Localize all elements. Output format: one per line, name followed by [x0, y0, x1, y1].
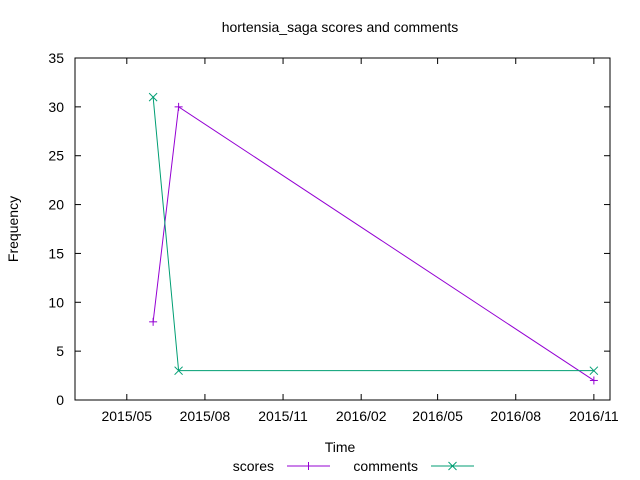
x-tick-label: 2015/05	[101, 408, 152, 424]
x-axis-label: Time	[325, 439, 356, 455]
chart-title: hortensia_saga scores and comments	[222, 19, 459, 35]
y-axis-label: Frequency	[5, 196, 21, 262]
x-tick-label: 2015/08	[180, 408, 231, 424]
y-tick-label: 25	[48, 148, 64, 164]
x-tick-label: 2015/11	[258, 408, 308, 424]
marker-stroke	[589, 366, 599, 376]
cross-marker	[589, 366, 599, 376]
plus-marker	[174, 102, 183, 111]
x-tick-label: 2016/05	[412, 408, 463, 424]
y-tick-label: 20	[48, 197, 64, 213]
plus-marker	[149, 317, 158, 326]
y-tick-label: 0	[56, 392, 64, 408]
series-layer	[148, 92, 599, 385]
legend: scores comments	[233, 458, 474, 474]
y-tick-label: 15	[48, 245, 64, 261]
ticks: 0 5 10 15 20 25 30 35 2015/05 2015/08 2015/11 2016/…	[48, 50, 618, 424]
plus-marker	[589, 376, 598, 385]
legend-label-comments: comments	[353, 458, 418, 474]
marker-stroke	[148, 92, 158, 102]
cross-marker	[174, 366, 183, 376]
y-tick-label: 10	[48, 294, 64, 310]
y-tick-label: 30	[48, 99, 64, 115]
marker-stroke	[174, 366, 183, 376]
x-tick-label: 2016/02	[336, 408, 387, 424]
plus-marker	[304, 462, 313, 470]
marker-stroke	[448, 461, 457, 471]
y-tick-label: 5	[56, 343, 64, 359]
cross-marker	[148, 92, 158, 102]
cross-marker	[448, 461, 457, 471]
y-tick-label: 35	[48, 50, 64, 66]
x-tick-label: 2016/08	[490, 408, 541, 424]
x-tick-label: 2016/11	[569, 408, 619, 424]
plot-frame	[74, 57, 611, 401]
legend-label-scores: scores	[233, 458, 274, 474]
